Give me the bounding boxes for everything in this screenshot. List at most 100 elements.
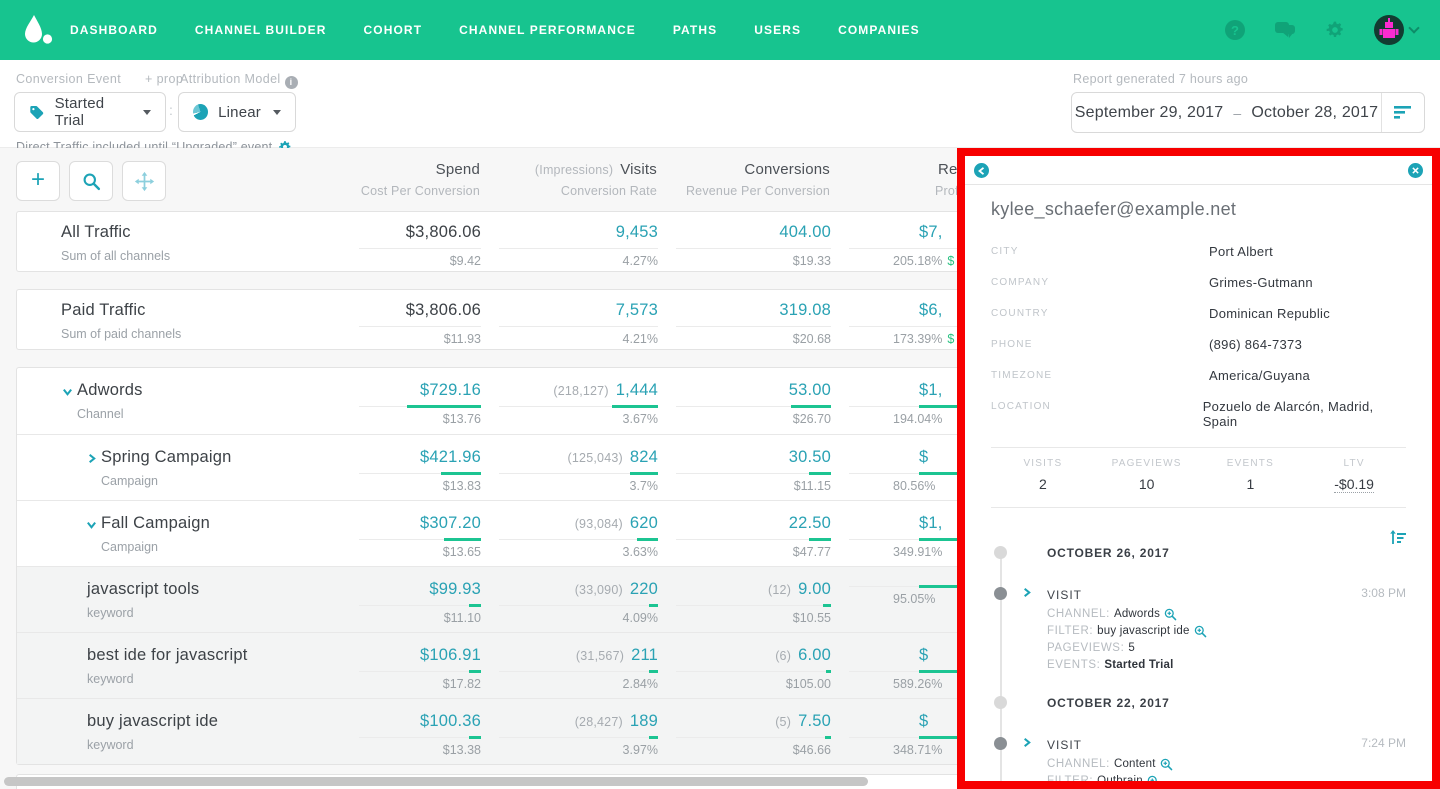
value-divider [481, 604, 658, 607]
conversion-event-dropdown[interactable]: Started Trial [14, 92, 166, 132]
value-impressions: (31,567) [575, 649, 625, 663]
row-title: best ide for javascript [87, 646, 248, 664]
value-main: $6, [831, 301, 1161, 320]
value-sub: 348.71% [893, 743, 943, 757]
user-field-row: COMPANY Grimes-Gutmann [991, 275, 1406, 306]
inspect-icon[interactable] [1164, 608, 1177, 621]
column-header-spend[interactable]: Spend Cost Per Conversion [360, 161, 480, 198]
cell-visits[interactable]: (31,567) 211 2.84% [481, 633, 658, 698]
visit-expand-toggle[interactable] [1021, 587, 1032, 598]
inspect-icon[interactable] [1194, 625, 1207, 638]
cell-conversions[interactable]: 404.00 $19.33 [658, 212, 831, 273]
search-button[interactable] [69, 161, 113, 201]
sort-button[interactable] [1390, 530, 1406, 545]
inspect-icon[interactable] [1147, 775, 1160, 782]
divider-line [676, 406, 831, 407]
add-prop-link[interactable]: + prop [145, 72, 184, 86]
value-divider [658, 472, 831, 475]
cell-visits[interactable]: (28,427) 189 3.97% [481, 699, 658, 764]
table-header: + Spend Cost Per Conversion (Impressions… [16, 148, 1160, 211]
cell-spend[interactable]: $3,806.06 $9.42 [341, 212, 481, 273]
attribution-model-dropdown[interactable]: Linear [178, 92, 296, 132]
cell-conversions[interactable]: 53.00 $26.70 [658, 368, 831, 434]
value-divider [481, 247, 658, 250]
back-button[interactable] [974, 163, 989, 178]
value-number: 1,444 [615, 381, 658, 399]
nav-item-users[interactable]: USERS [754, 23, 802, 37]
cell-visits[interactable]: (33,090) 220 4.09% [481, 567, 658, 632]
help-question-glyph: ? [1225, 20, 1245, 40]
help-icon[interactable]: ? [1224, 19, 1246, 41]
row-title: Adwords [77, 381, 143, 399]
cell-visits[interactable]: 7,573 4.21% [481, 290, 658, 351]
horizontal-scrollbar[interactable] [4, 777, 868, 786]
move-button[interactable] [122, 161, 166, 201]
add-channel-button[interactable]: + [16, 161, 60, 201]
cell-conversions[interactable]: 30.50 $11.15 [658, 435, 831, 500]
date-filter-button[interactable] [1381, 93, 1424, 132]
timeline-visit[interactable]: VISIT 7:24 PM CHANNEL: Content FILTER: Outbra… [994, 736, 1406, 782]
value-divider [658, 325, 831, 328]
stat-label: PAGEVIEWS [1111, 458, 1182, 469]
nav-item-channel-builder[interactable]: CHANNEL BUILDER [194, 23, 327, 37]
nav-item-cohort[interactable]: COHORT [363, 23, 423, 37]
nav-item-dashboard[interactable]: DASHBOARD [70, 23, 158, 37]
value-number: 22.50 [788, 514, 831, 532]
nav-item-channel-performance[interactable]: CHANNEL PERFORMANCE [459, 23, 636, 37]
cell-conversions[interactable]: (12) 9.00 $10.55 [658, 567, 831, 632]
chat-icon[interactable] [1274, 19, 1296, 41]
collapse-toggle[interactable] [81, 519, 101, 530]
value-main: $106.91 [341, 646, 481, 665]
inspect-icon[interactable] [1160, 758, 1173, 771]
cell-spend[interactable]: $106.91 $17.82 [341, 633, 481, 698]
app-logo-icon[interactable] [18, 10, 58, 50]
cell-visits[interactable]: (93,084) 620 3.63% [481, 501, 658, 566]
cell-spend[interactable]: $99.93 $11.10 [341, 567, 481, 632]
table-row[interactable]: Spring Campaign Campaign $421.96 $13.83 (125… [17, 434, 1161, 500]
user-menu[interactable] [1374, 15, 1420, 45]
column-header-conversions[interactable]: Conversions Revenue Per Conversion [685, 161, 830, 198]
cell-spend[interactable]: $421.96 $13.83 [341, 435, 481, 500]
column-header-visits[interactable]: (Impressions) Visits Conversion Rate [534, 161, 657, 198]
cell-conversions[interactable]: (6) 6.00 $105.00 [658, 633, 831, 698]
value-sub: 173.39% $ [893, 332, 955, 346]
settings-gear-icon[interactable] [1324, 19, 1346, 41]
cell-spend[interactable]: $3,806.06 $11.93 [341, 290, 481, 351]
value-sub: $13.38 [442, 743, 481, 757]
collapse-toggle[interactable] [57, 386, 77, 397]
cell-visits[interactable]: 9,453 4.27% [481, 212, 658, 273]
value-sub: 194.04% [893, 412, 943, 426]
cell-conversions[interactable]: 319.08 $20.68 [658, 290, 831, 351]
value-bar [919, 585, 959, 588]
cell-spend[interactable]: $307.20 $13.65 [341, 501, 481, 566]
value-divider [341, 472, 481, 475]
value-divider [481, 325, 658, 328]
row-name-cell: buy javascript ide keyword [17, 699, 341, 764]
cell-spend[interactable]: $729.16 $13.76 [341, 368, 481, 434]
table-row[interactable]: Adwords Channel $729.16 $13.76 (218,127) 1,44… [17, 368, 1161, 434]
avatar [1374, 15, 1404, 45]
nav-item-paths[interactable]: PATHS [672, 23, 718, 37]
visit-type: VISIT [1047, 738, 1083, 752]
cell-conversions[interactable]: (5) 7.50 $46.66 [658, 699, 831, 764]
timeline-line [1000, 552, 1002, 781]
value-bar [919, 736, 959, 739]
row-name-cell: best ide for javascript keyword [17, 633, 341, 698]
cell-visits[interactable]: (125,043) 824 3.7% [481, 435, 658, 500]
cell-visits[interactable]: (218,127) 1,444 3.67% [481, 368, 658, 434]
conversion-event-label: Conversion Event [16, 72, 122, 86]
date-range-picker[interactable]: September 29, 2017 – October 28, 2017 [1071, 92, 1425, 133]
nav-item-companies[interactable]: COMPANIES [838, 23, 920, 37]
visit-expand-toggle[interactable] [1021, 737, 1032, 748]
field-value: Pozuelo de Alarcón, Madrid, Spain [1202, 399, 1374, 429]
cell-conversions[interactable]: 22.50 $47.77 [658, 501, 831, 566]
cell-spend[interactable]: $100.36 $13.38 [341, 699, 481, 764]
value-bar [791, 405, 831, 408]
value-divider [658, 538, 831, 541]
info-icon[interactable]: i [284, 76, 298, 89]
expand-toggle[interactable] [81, 453, 101, 464]
row-title: Paid Traffic [61, 301, 146, 319]
close-icon[interactable] [1408, 163, 1423, 178]
timeline-visit[interactable]: VISIT 3:08 PM CHANNEL: Adwords FILTER: buy ja… [994, 586, 1406, 672]
table-row[interactable]: Fall Campaign Campaign $307.20 $13.65 (93,08… [17, 500, 1161, 566]
